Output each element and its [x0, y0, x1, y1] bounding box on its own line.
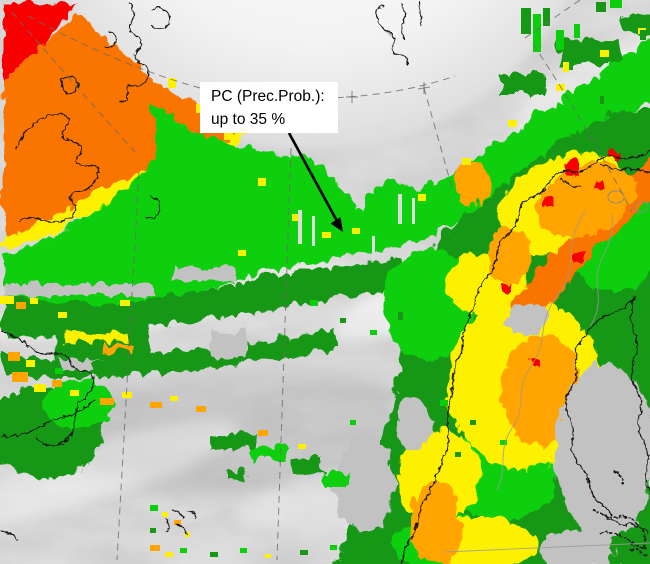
border-layer: [444, 190, 650, 553]
precip-green-patch: [288, 456, 320, 469]
precip-orange-fleck: [100, 342, 127, 349]
cloud-gap: [0, 280, 150, 292]
meridian-line: [116, 171, 140, 561]
precip-red-fleck: [497, 280, 506, 289]
precip-green-patch: [205, 430, 251, 445]
cloud-gap: [503, 300, 545, 332]
meridian-line: [423, 87, 453, 189]
precip-green-patch: [39, 376, 111, 424]
precip-green-band: [0, 254, 396, 334]
sweden-coast-bottom: [602, 513, 648, 533]
greenland-coastline: [13, 112, 98, 223]
cloud-streak: [0, 420, 239, 524]
precip-red-fleck: [571, 250, 579, 257]
latitude-arc: [27, 15, 456, 99]
precip-orange-area-nw: [0, 8, 233, 233]
precip-red-fleck: [538, 193, 547, 202]
precip-green-patch: [318, 470, 345, 481]
cloud-gap: [170, 264, 232, 277]
precip-green-patch: [498, 70, 540, 92]
cloud-gap: [535, 526, 611, 564]
precip-orange-core: [531, 159, 633, 233]
precip-red-fleck: [560, 158, 576, 171]
cloud-gap: [332, 432, 392, 528]
norway-sweden-border: [496, 209, 586, 491]
lakes-outline: [607, 190, 649, 213]
arrow-head: [330, 217, 343, 232]
graticule-layer: [11, 0, 633, 561]
finnmark-coastline: [559, 161, 649, 187]
precip-green-patch: [618, 12, 650, 32]
precip-red-fleck: [590, 176, 601, 186]
topright-speckles: [521, 0, 646, 104]
gulf-of-bothnia-gap: [552, 360, 650, 536]
white-stripe-gaps: [298, 194, 415, 258]
svalbard-coastline: [103, 1, 170, 101]
cloud-gap: [392, 394, 428, 446]
precip-red-area: [0, 0, 74, 78]
annotation-line2: up to 35 %: [211, 111, 286, 128]
archipelago-dots: [591, 469, 647, 557]
mid-speckles: [310, 300, 507, 457]
precip-orange-core: [406, 478, 458, 562]
precip-orange-core: [450, 158, 486, 202]
graticule-tick: [346, 82, 431, 103]
island-coastline: [374, 0, 421, 64]
precip-green-crescent: [0, 32, 650, 328]
norway-coastline: [398, 149, 650, 564]
arrow-shaft: [287, 132, 339, 222]
meridian-line: [276, 147, 292, 561]
meridian-line: [532, 43, 633, 213]
gulf-of-bothnia-west-coast: [563, 331, 612, 521]
annotation-arrow: [287, 132, 343, 232]
precip-yellow-fringe-nw: [0, 118, 243, 247]
precip-bright-green-patch: [362, 178, 422, 226]
precip-red-fleck: [527, 358, 536, 366]
precip-orange-core: [484, 224, 528, 280]
precip-green-patch: [222, 468, 244, 477]
iceland-coastline: [0, 329, 95, 539]
sweden-finland-border: [589, 213, 613, 327]
precip-green-patch: [556, 36, 618, 62]
precip-red-fleck: [608, 148, 617, 156]
bottom-speckles: [150, 430, 337, 558]
south-border-line: [444, 542, 650, 553]
faroe-islands-coastline: [163, 507, 195, 533]
iceland-flecks: [8, 352, 206, 412]
annotation-box: PC (Prec.Prob.): up to 35 %: [200, 82, 338, 133]
precip-green-patch: [248, 444, 284, 457]
precip-yellow-fleck: [62, 330, 124, 339]
annotation-line1: PC (Prec.Prob.):: [211, 88, 325, 105]
cloud-gap: [210, 330, 242, 354]
